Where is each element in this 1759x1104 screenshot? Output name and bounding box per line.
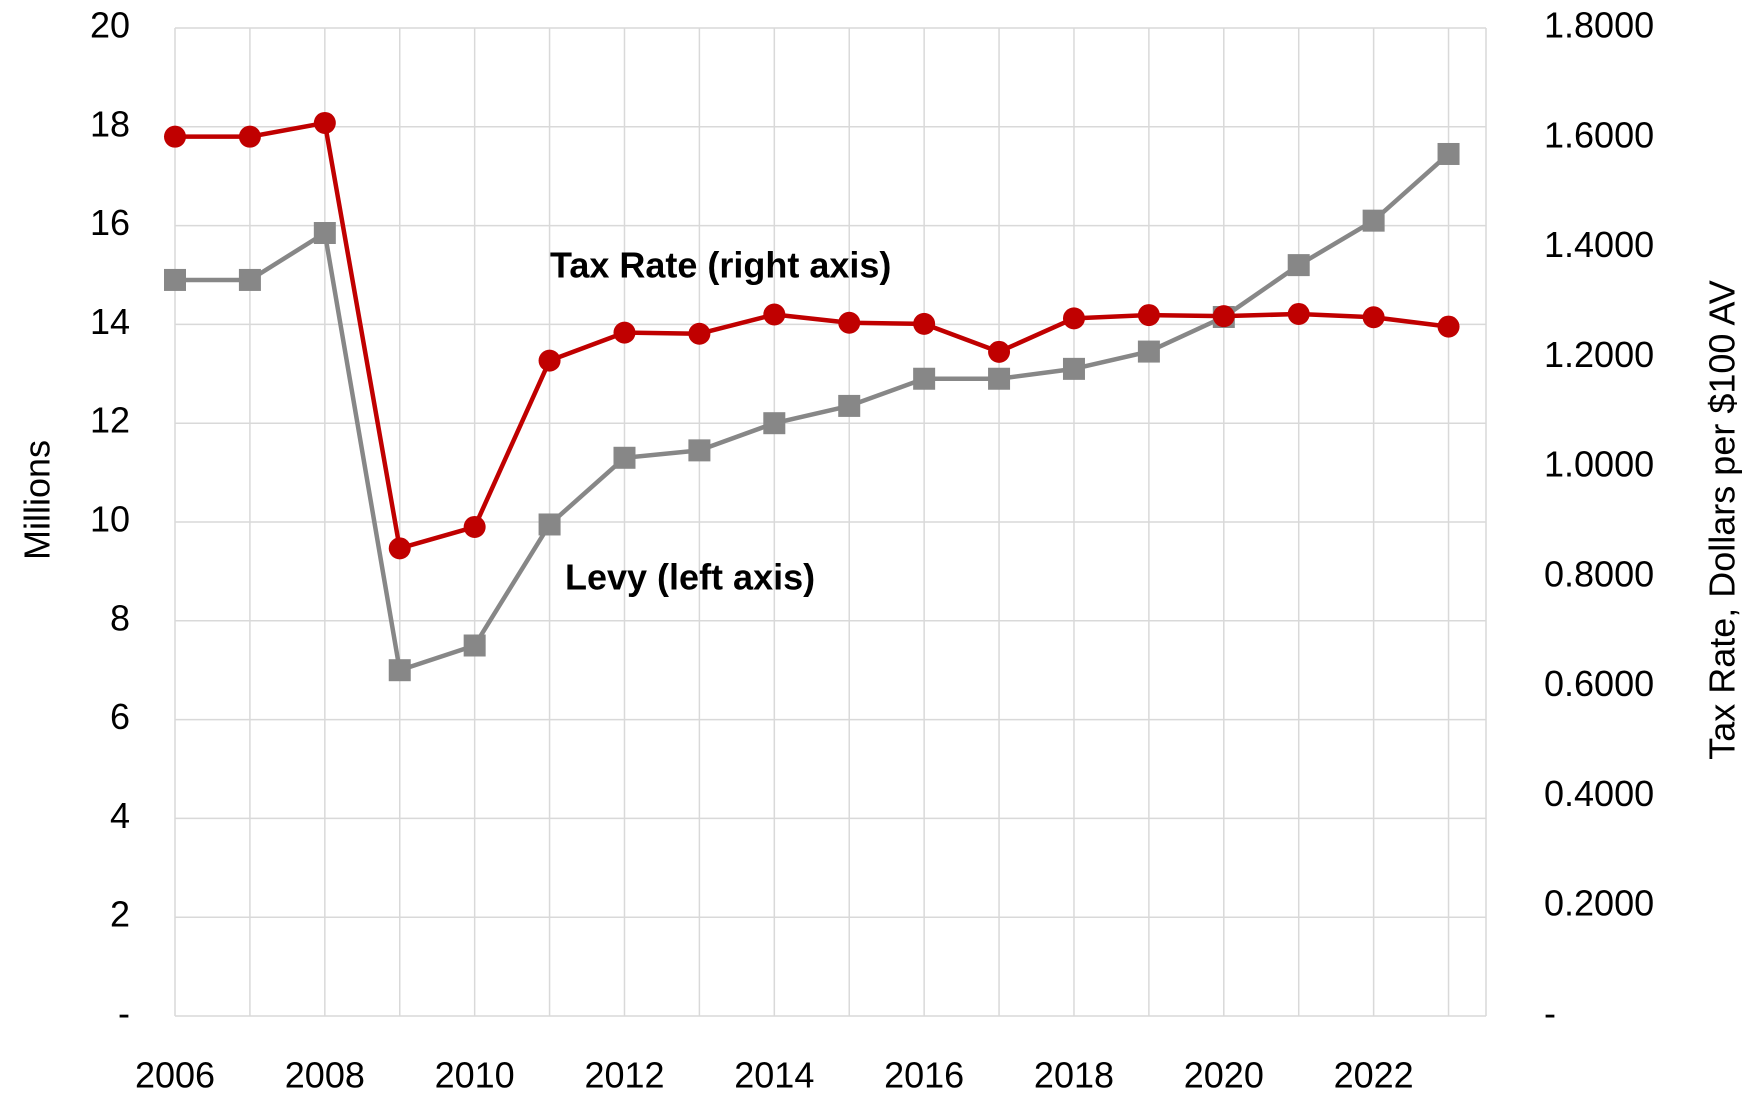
y-tick-label: 2: [110, 894, 130, 935]
y2-tick-label: 1.4000: [1544, 224, 1654, 265]
y2-tick-label: 0.4000: [1544, 773, 1654, 814]
marker: [1287, 302, 1310, 325]
marker: [1362, 306, 1385, 329]
marker: [164, 125, 186, 148]
marker: [838, 311, 861, 334]
y2-tick-label: 0.6000: [1544, 663, 1654, 704]
y2-tick-label: 1.2000: [1544, 334, 1654, 375]
marker: [313, 111, 336, 134]
y-tick-label: 18: [90, 103, 130, 144]
marker: [913, 367, 936, 390]
marker: [613, 321, 636, 344]
series-line: [175, 120, 1449, 551]
y2-tick-label: 1.8000: [1544, 5, 1654, 46]
y-tick-label: 4: [110, 795, 130, 836]
marker: [688, 439, 711, 462]
marker: [1287, 254, 1310, 277]
marker: [688, 322, 711, 345]
y-axis-title: Millions: [17, 440, 58, 560]
marker: [238, 125, 261, 148]
y-tick-label: -: [118, 993, 130, 1034]
marker: [763, 303, 786, 326]
y-tick-label: 16: [90, 202, 130, 243]
y2-tick-label: 0.2000: [1544, 883, 1654, 924]
marker: [388, 537, 411, 560]
marker: [1362, 209, 1385, 232]
y-tick-label: 6: [110, 696, 130, 737]
marker: [164, 268, 186, 291]
x-tick-label: 2020: [1184, 1055, 1264, 1096]
marker: [1437, 315, 1460, 338]
marker: [1212, 305, 1235, 328]
x-tick-label: 2016: [884, 1055, 964, 1096]
x-tick-label: 2006: [135, 1055, 215, 1096]
y2-tick-label: 1.0000: [1544, 444, 1654, 485]
series-label: Levy (left axis): [565, 557, 815, 598]
marker: [1062, 357, 1085, 380]
series-line: [175, 152, 1451, 673]
marker: [613, 446, 636, 469]
marker: [538, 349, 561, 372]
marker: [388, 659, 411, 682]
marker: [1137, 304, 1160, 327]
x-tick-label: 2012: [584, 1055, 664, 1096]
marker: [988, 340, 1011, 363]
y-tick-label: 12: [90, 400, 130, 441]
x-tick-label: 2022: [1334, 1055, 1414, 1096]
x-tick-label: 2010: [435, 1055, 515, 1096]
marker: [463, 634, 486, 657]
series-label: Tax Rate (right axis): [550, 245, 891, 286]
marker: [463, 515, 486, 538]
x-tick-label: 2008: [285, 1055, 365, 1096]
marker: [1437, 142, 1460, 165]
marker: [238, 268, 261, 291]
y-tick-label: 10: [90, 499, 130, 540]
x-tick-label: 2014: [734, 1055, 814, 1096]
y2-tick-label: -: [1544, 993, 1556, 1034]
y-tick-label: 20: [90, 5, 130, 46]
marker: [838, 394, 861, 417]
marker: [538, 513, 561, 536]
marker: [988, 367, 1011, 390]
marker: [913, 312, 936, 335]
y-tick-label: 14: [90, 301, 130, 342]
y-tick-label: 8: [110, 597, 130, 638]
y2-tick-label: 0.8000: [1544, 553, 1654, 594]
marker: [1062, 307, 1085, 330]
marker: [1137, 340, 1160, 363]
marker: [763, 412, 786, 435]
x-tick-label: 2018: [1034, 1055, 1114, 1096]
marker: [313, 222, 336, 245]
y2-tick-label: 1.6000: [1544, 114, 1654, 155]
y2-axis-title: Tax Rate, Dollars per $100 AV: [1702, 280, 1743, 760]
